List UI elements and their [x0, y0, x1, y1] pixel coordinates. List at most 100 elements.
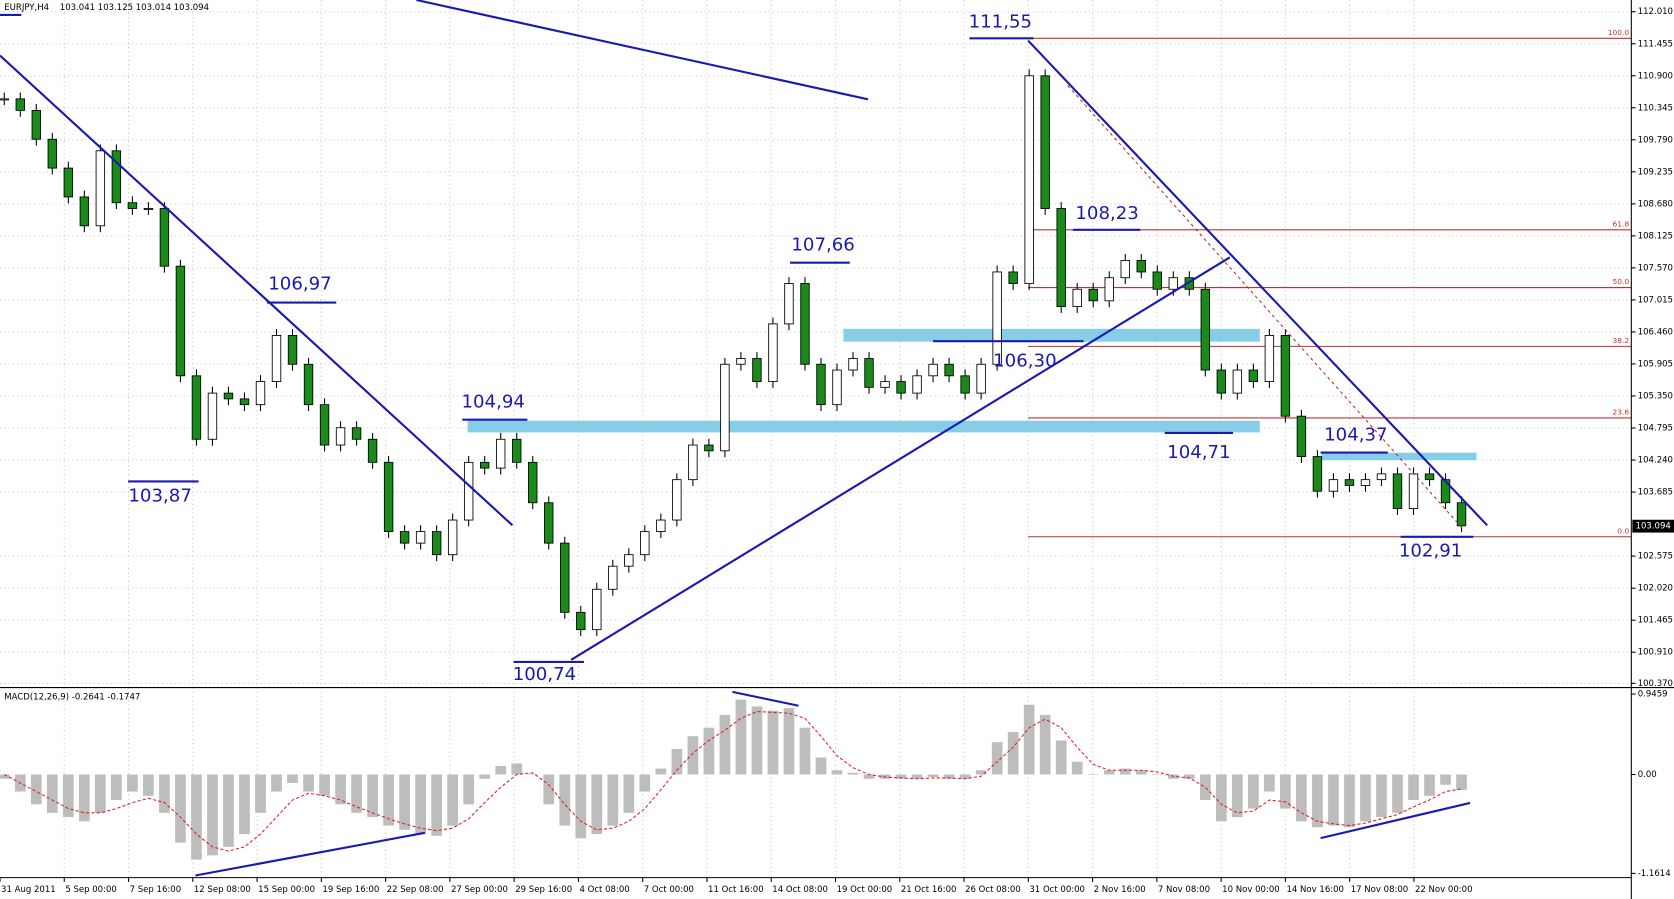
y-tick-label: 105.905 [1638, 359, 1673, 369]
candle [1376, 473, 1387, 481]
candle [512, 438, 522, 463]
candle [928, 363, 938, 377]
y-tick-label: 100.910 [1638, 648, 1673, 658]
candle [1264, 334, 1275, 383]
candle [1328, 479, 1339, 492]
candle [1408, 473, 1419, 509]
fib-label: 38.2 [1613, 336, 1630, 345]
macd-bar [543, 774, 555, 805]
macd-bar [751, 706, 763, 775]
macd-bar [655, 768, 667, 775]
y-tick-label: 108.125 [1638, 231, 1673, 241]
y-tick-label: 107.570 [1638, 263, 1673, 273]
candle [560, 542, 570, 613]
candle [223, 392, 234, 400]
macd-bar [447, 774, 459, 826]
macd-bar [815, 757, 827, 775]
current-price: 103.094 [1636, 522, 1671, 532]
candle [608, 565, 618, 590]
candle [15, 98, 25, 111]
candle [960, 375, 970, 394]
x-tick-label: 4 Oct 08:00 [579, 885, 629, 895]
level-label: 106,97 [268, 273, 331, 294]
macd-bar [671, 748, 683, 775]
candle [383, 461, 394, 533]
candle [704, 444, 714, 452]
macd-bar [1151, 774, 1163, 776]
fib-label: 50.0 [1613, 277, 1630, 286]
zone [467, 420, 1260, 433]
candle [255, 381, 266, 406]
candle [447, 519, 458, 556]
y-tick-label: 101.465 [1638, 616, 1673, 626]
macd-bar [1232, 774, 1243, 818]
macd-bar [767, 710, 779, 775]
candle [784, 283, 794, 325]
macd-bar [1392, 774, 1403, 813]
candle [832, 369, 842, 406]
candle [271, 334, 282, 383]
y-tick-label: 0.00 [1638, 770, 1657, 780]
y-tick-label: 107.015 [1638, 295, 1673, 305]
macd-bar [719, 714, 731, 775]
candle [431, 531, 442, 556]
candle [1008, 271, 1018, 284]
x-tick-label: 31 Aug 2011 [1, 885, 56, 895]
macd-bar [62, 774, 74, 818]
candle [287, 334, 298, 365]
candle [351, 427, 362, 440]
candle [479, 461, 490, 469]
macd-bar [367, 774, 378, 818]
macd-bar [271, 774, 282, 792]
macd-bar [1183, 774, 1195, 779]
y-tick-label: 109.235 [1638, 167, 1673, 177]
macd-bar [30, 774, 42, 805]
candle [1392, 473, 1403, 509]
y-tick-label: 104.240 [1638, 456, 1673, 466]
x-tick-label: 19 Oct 00:00 [837, 885, 893, 895]
macd-bar [1103, 770, 1115, 775]
candles [0, 69, 1467, 637]
macd-bar [623, 774, 635, 813]
macd-bar [111, 774, 122, 801]
macd-bar [895, 774, 907, 779]
candle [335, 427, 346, 446]
trend-line [732, 690, 799, 707]
axes: 112.010 111.455 110.900 110.345 109.790 109.2… [0, 7, 1674, 895]
candle [992, 271, 1002, 365]
macd-bar [1328, 774, 1339, 826]
candle [175, 265, 186, 377]
level-label: 100,74 [513, 664, 576, 685]
macd [0, 699, 1467, 860]
candle [1104, 277, 1114, 302]
trend-line [570, 256, 1231, 661]
level-label: 104,37 [1324, 424, 1387, 445]
macd-bar [607, 774, 619, 826]
candle [1456, 502, 1467, 527]
candle [399, 531, 410, 544]
candle [496, 438, 506, 469]
macd-bar [1215, 774, 1227, 822]
y-tick-label: 109.790 [1638, 135, 1673, 145]
macd-bar [1039, 714, 1051, 775]
macd-bar [383, 774, 394, 826]
macd-bar [46, 774, 58, 813]
macd-bar [1135, 770, 1147, 775]
macd-bar [1264, 774, 1275, 792]
level-label: 104,71 [1167, 442, 1230, 463]
candle [1072, 288, 1082, 307]
candle [592, 588, 602, 631]
support-zones [467, 328, 1477, 461]
fib-label: 23.6 [1613, 408, 1630, 417]
candle [31, 109, 41, 140]
candle [303, 363, 314, 406]
x-tick-label: 7 Nov 08:00 [1158, 885, 1210, 895]
macd-bar [1071, 761, 1083, 775]
macd-bar [79, 774, 90, 822]
candle [736, 358, 746, 365]
macd-bar [223, 774, 234, 847]
candle [0, 98, 9, 101]
macd-bar [159, 774, 170, 813]
level-label: 103,87 [128, 485, 191, 506]
trend-line [1027, 39, 1488, 527]
